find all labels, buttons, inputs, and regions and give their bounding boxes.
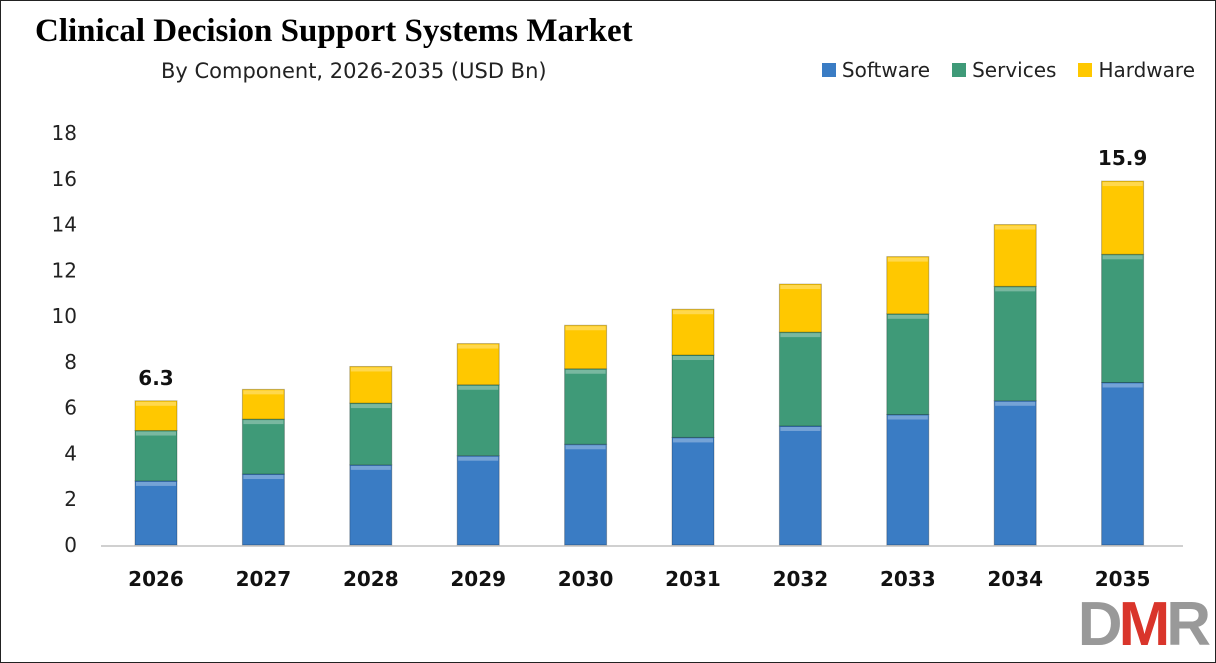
legend-swatch-services (952, 63, 967, 77)
bar-services-2035 (1101, 253, 1145, 383)
bar-software-2035 (1101, 381, 1145, 546)
legend-item-hardware: Hardware (1078, 58, 1195, 82)
bar-hardware-2034 (993, 224, 1037, 287)
bar-services-2033 (886, 313, 930, 416)
bar-services-2034 (993, 285, 1037, 402)
bar-bevel (243, 475, 284, 480)
y-tick-label: 18 (52, 121, 77, 145)
bar-bevel (565, 369, 606, 374)
bar-hardware-2030 (564, 324, 608, 370)
data-label: 6.3 (138, 366, 173, 390)
x-tick-label: 2030 (558, 567, 614, 591)
x-tick-label: 2026 (128, 567, 184, 591)
bar-services-2029 (456, 384, 500, 457)
bar-bevel (565, 326, 606, 331)
bar-bevel (458, 456, 499, 461)
y-tick-label: 2 (64, 487, 77, 511)
bar-bevel (673, 310, 713, 315)
x-tick-label: 2029 (450, 567, 506, 591)
bar-bevel (243, 420, 284, 425)
x-tick-label: 2035 (1095, 567, 1151, 591)
bar-bevel (995, 401, 1036, 406)
x-tick-label: 2032 (773, 567, 829, 591)
y-tick-label: 14 (52, 213, 77, 237)
bar-bevel (887, 257, 928, 262)
y-tick-label: 16 (52, 167, 77, 191)
legend-swatch-software (821, 63, 836, 77)
bar-bevel (350, 465, 391, 470)
dmr-logo: DMR (1077, 590, 1211, 659)
bar-hardware-2033 (886, 256, 930, 315)
legend-label: Hardware (1098, 58, 1195, 82)
bar-bevel (780, 285, 821, 290)
bar-bevel (350, 404, 391, 409)
bar-bevel (1102, 255, 1143, 260)
y-tick-label: 8 (64, 350, 77, 374)
bar-software-2033 (886, 414, 930, 546)
bar-software-2030 (564, 443, 608, 546)
bar-software-2034 (993, 400, 1037, 546)
bar-hardware-2028 (349, 365, 393, 404)
x-tick-label: 2028 (343, 567, 399, 591)
bar-bevel (136, 431, 176, 436)
bar-services-2027 (241, 418, 285, 475)
bar-bevel (136, 401, 176, 406)
bar-hardware-2026 (134, 400, 178, 432)
bar-bevel (995, 225, 1036, 230)
bar-services-2030 (564, 368, 608, 445)
bar-software-2027 (241, 473, 285, 546)
legend-item-software: Software (821, 58, 931, 82)
bar-bevel (458, 385, 499, 390)
bar-bevel (673, 438, 713, 443)
y-tick-label: 0 (64, 533, 77, 557)
bar-services-2031 (671, 354, 715, 438)
y-tick-label: 6 (64, 396, 77, 420)
bar-bevel (1102, 182, 1143, 187)
legend-swatch-hardware (1078, 63, 1093, 77)
bar-bevel (350, 367, 391, 372)
y-tick-label: 4 (64, 441, 77, 465)
x-tick-label: 2033 (880, 567, 936, 591)
x-tick-label: 2034 (987, 567, 1043, 591)
bar-bevel (995, 287, 1036, 292)
bar-software-2029 (456, 455, 500, 546)
bar-hardware-2027 (241, 388, 285, 420)
bar-bevel (1102, 383, 1143, 388)
legend-label: Services (972, 58, 1057, 82)
bar-bevel (780, 426, 821, 431)
bar-bevel (565, 445, 606, 450)
legend-item-services: Services (952, 58, 1056, 82)
y-tick-label: 10 (52, 304, 77, 328)
legend: Software Services Hardware (821, 58, 1195, 82)
bar-software-2031 (671, 436, 715, 546)
bar-software-2028 (349, 464, 393, 546)
x-tick-label: 2031 (665, 567, 721, 591)
y-tick-label: 12 (52, 258, 77, 282)
bar-services-2026 (134, 430, 178, 482)
bar-bevel (673, 356, 713, 361)
chart-title: Clinical Decision Support Systems Market (35, 13, 633, 49)
bar-bevel (780, 333, 821, 338)
legend-label: Software (841, 58, 931, 82)
bar-bevel (243, 390, 284, 395)
x-tick-label: 2027 (236, 567, 292, 591)
bar-hardware-2032 (778, 283, 822, 333)
chart-subtitle: By Component, 2026-2035 (USD Bn) (161, 59, 547, 83)
bar-hardware-2029 (456, 343, 500, 386)
bar-services-2032 (778, 331, 822, 427)
bar-software-2026 (134, 480, 178, 546)
bar-hardware-2035 (1101, 180, 1145, 255)
bar-hardware-2031 (671, 308, 715, 356)
data-label: 15.9 (1098, 146, 1147, 170)
bar-bevel (458, 344, 499, 349)
bar-services-2028 (349, 402, 393, 466)
bar-bevel (887, 415, 928, 420)
bar-software-2032 (778, 425, 822, 546)
bar-bevel (887, 314, 928, 319)
bar-bevel (136, 481, 176, 486)
